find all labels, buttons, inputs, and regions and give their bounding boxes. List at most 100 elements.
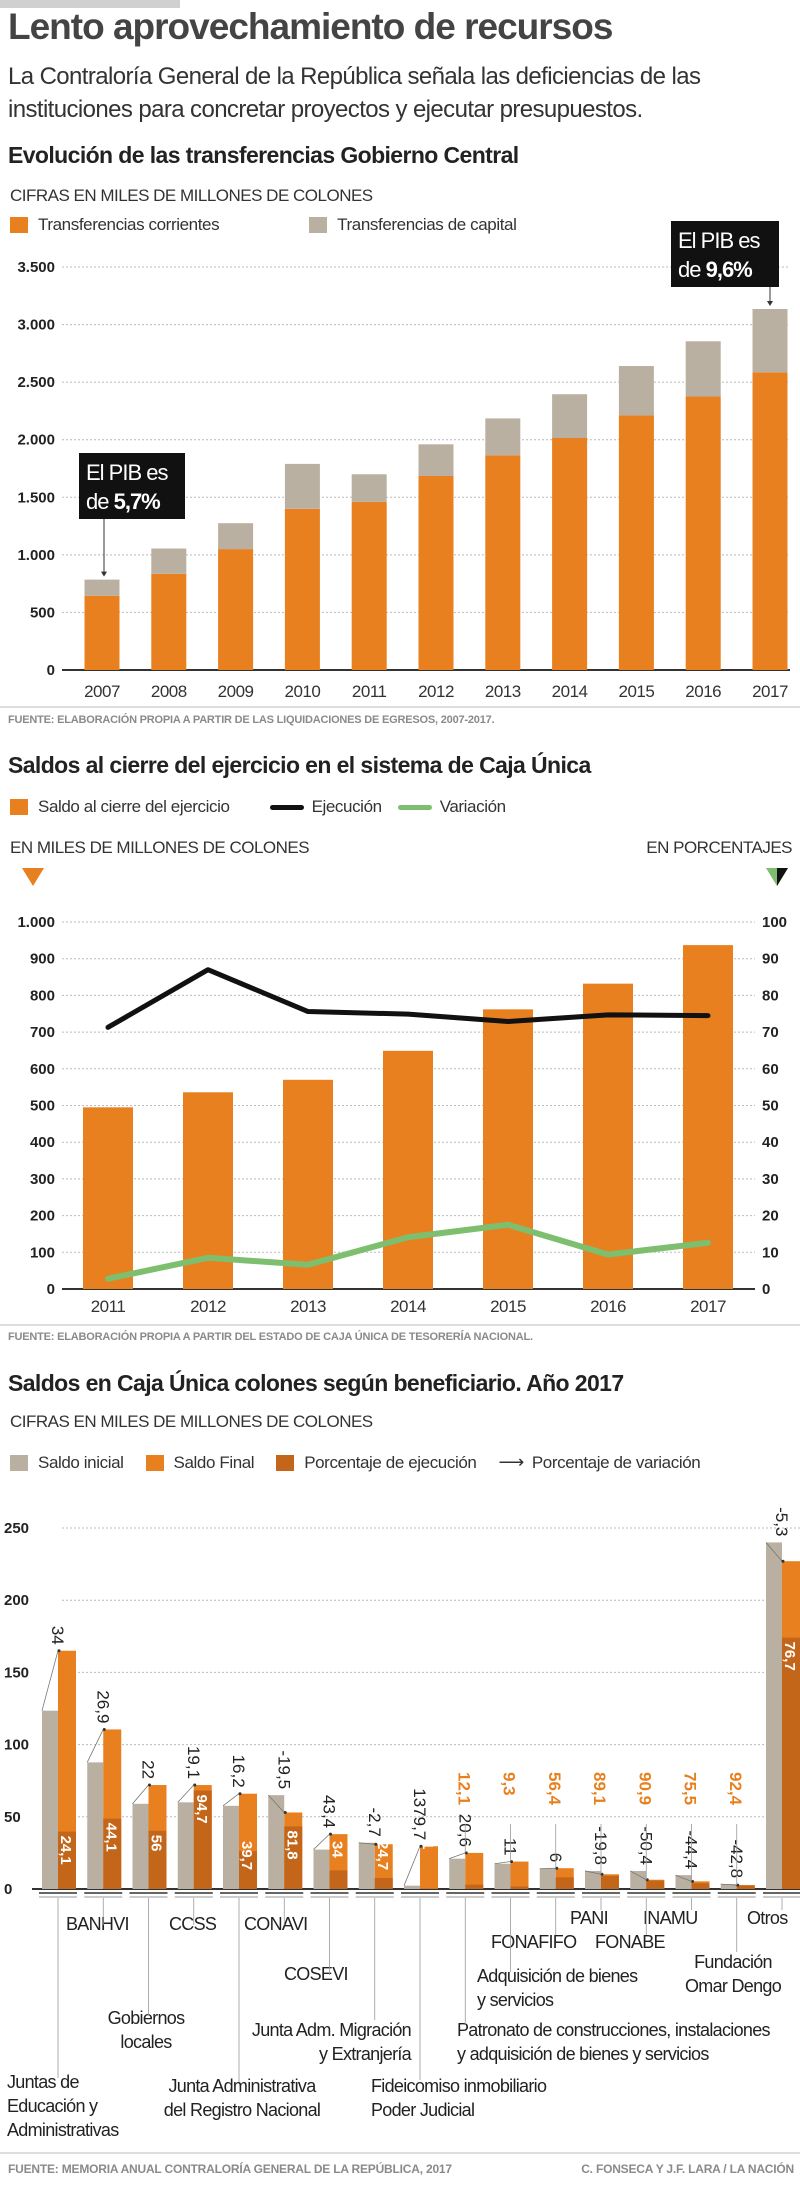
bar-capital (151, 548, 187, 574)
variation-label: -19,8 (591, 1826, 610, 1865)
bar-ejecucion (103, 1818, 122, 1889)
y-right-tick-label: 40 (762, 1134, 779, 1151)
line-variacion (105, 1221, 711, 1282)
legend-item-ejecucion: Ejecución (269, 797, 383, 817)
category-label-line: Junta Adm. Migración (251, 2020, 412, 2040)
category-label-line: Fideicomiso inmobiliario (371, 2076, 547, 2096)
y-left-tick-label: 700 (30, 1024, 55, 1041)
category-label: CONAVI (244, 1912, 308, 1936)
bar-corrientes (485, 455, 521, 670)
y-tick-label: 250 (4, 1520, 29, 1537)
category-label-line: Adquisición de bienes (477, 1966, 638, 1986)
variation-connector (358, 1842, 375, 1845)
category-label-line: del Registro Nacional (163, 2100, 321, 2120)
annotation-box (79, 453, 185, 519)
category-label-line: Gobiernos (107, 2008, 185, 2028)
category-label-line: Fundación (694, 1952, 772, 1972)
execution-label: 34 (329, 1841, 346, 1858)
category-label: INAMU (643, 1906, 698, 1930)
variation-label: -42,8 (727, 1839, 746, 1878)
execution-label: 56 (148, 1835, 165, 1852)
category-label: FONAFIFO (491, 1930, 577, 1954)
category-label: CCSS (169, 1912, 217, 1936)
variation-label: 26,9 (93, 1690, 112, 1723)
page-subtitle: La Contraloría General de la República s… (8, 63, 701, 123)
page-title: Lento aprovechamiento de recursos (8, 6, 613, 47)
divider (0, 706, 800, 708)
variation-connector (177, 1784, 195, 1803)
variation-connector (720, 1883, 737, 1886)
arrowhead-icon (767, 301, 773, 307)
chart2-left-axis-label: EN MILES DE MILLONES DE COLONES (10, 838, 310, 857)
variation-label: 11 (501, 1838, 520, 1856)
category-label: Junta Adm. Migración y Extranjería (251, 2018, 412, 2066)
category-label: Fundación Omar Dengo (583, 1950, 800, 1998)
bar-saldo (83, 1107, 133, 1289)
legend-item-variacion: ⟶ Porcentaje de variación (498, 1452, 700, 1473)
y-left-tick-label: 1.000 (17, 914, 55, 931)
execution-label: 12,1 (454, 1772, 473, 1805)
execution-label: 56,4 (545, 1772, 564, 1806)
x-tick-label: 2015 (618, 682, 654, 701)
x-tick-label: 2015 (490, 1297, 526, 1316)
category-label-line: y servicios (477, 1990, 554, 2010)
y-right-tick-label: 0 (762, 1281, 770, 1298)
bar-corrientes (284, 508, 320, 670)
arrow-right-icon: ⟶ (498, 1452, 524, 1472)
execution-label: 24,7 (374, 1841, 391, 1870)
chart1-source: FUENTE: ELABORACIÓN PROPIA A PARTIR DE L… (8, 714, 495, 726)
y-left-tick-label: 400 (30, 1134, 55, 1151)
variation-label: 1379,7 (410, 1788, 429, 1840)
variation-connector (765, 1542, 783, 1562)
annotation-text: El PIB es (86, 460, 168, 485)
annotation-text: de 5,7% (86, 489, 160, 514)
bar-saldo-inicial (585, 1870, 601, 1889)
y-right-tick-label: 100 (762, 914, 787, 931)
bar-saldo-final (465, 1852, 484, 1889)
legend-swatch (10, 217, 28, 233)
bar-ejecucion (193, 1790, 212, 1889)
chart3-source: FUENTE: MEMORIA ANUAL CONTRALORÍA GENERA… (8, 2162, 452, 2176)
category-label-line: COSEVI (284, 1964, 349, 1984)
execution-label: 44,1 (102, 1823, 119, 1852)
x-tick-label: 2011 (352, 682, 387, 701)
bar-ejecucion (329, 1870, 348, 1889)
legend-line (397, 804, 432, 810)
bar-capital (618, 366, 654, 416)
bar-corrientes (552, 437, 588, 670)
y-tick-label: 100 (4, 1737, 29, 1754)
right-axis-triangle-black-half (777, 868, 788, 886)
category-label: Fideicomiso inmobiliario Poder Judicial (371, 2074, 547, 2122)
y-right-tick-label: 30 (762, 1171, 779, 1188)
variation-dot (148, 1783, 151, 1787)
bar-capital (485, 418, 521, 456)
bar-saldo-inicial (494, 1863, 511, 1889)
category-label-line: BANHVI (66, 1914, 130, 1934)
bar-corrientes (351, 501, 387, 670)
annotation-value: 5,7% (114, 489, 161, 514)
arrowhead-icon (101, 571, 107, 577)
execution-label: 75,5 (681, 1772, 700, 1805)
category-label-line: Otros (747, 1908, 788, 1928)
execution-label: 9,3 (500, 1772, 519, 1796)
variation-label: 20,6 (455, 1814, 474, 1847)
y-tick-label: 1.000 (17, 547, 55, 564)
category-label-line: PANI (570, 1908, 609, 1928)
y-left-tick-label: 900 (30, 951, 55, 968)
legend-label: Ejecución (311, 797, 383, 816)
bar-ejecucion (782, 1637, 800, 1889)
bar-capital (752, 309, 788, 373)
bar-saldo (383, 1050, 433, 1289)
variation-dot (57, 1649, 61, 1653)
bar-saldo-inicial (630, 1870, 647, 1889)
variation-connector (41, 1650, 59, 1711)
y-right-tick-label: 60 (762, 1061, 779, 1078)
left-axis-triangle-icon (22, 868, 44, 886)
category-label: Junta Administrativa del Registro Naciona… (92, 2074, 392, 2122)
x-tick-label: 2010 (284, 682, 320, 701)
bar-saldo-final (510, 1861, 529, 1889)
variation-dot (283, 1810, 287, 1814)
y-right-tick-label: 70 (762, 1024, 779, 1041)
variation-label: 16,2 (229, 1755, 248, 1788)
